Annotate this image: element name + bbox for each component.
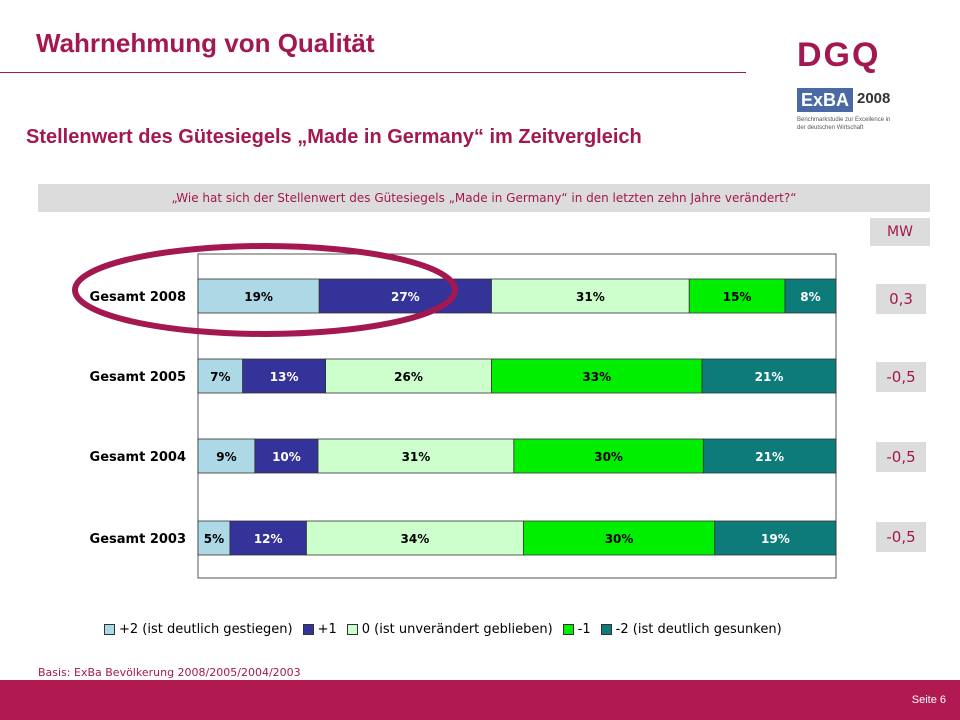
- exba-caption: Benchmarkstudie zur Excellence in der de…: [797, 117, 891, 131]
- legend-label: -1: [577, 622, 591, 637]
- bar-segment: [702, 438, 837, 474]
- mw-header: MW: [870, 218, 930, 246]
- chart-legend: +2 (ist deutlich gestiegen) +1 0 (ist unve…: [104, 622, 782, 637]
- data-label: 21%: [755, 450, 784, 464]
- page-number: Seite 6: [911, 694, 946, 706]
- bar-segment: [491, 358, 703, 394]
- category-label: Gesamt 2003: [90, 532, 186, 547]
- legend-item: 0 (ist unverändert geblieben): [346, 622, 553, 637]
- bar-segment: [522, 520, 716, 556]
- data-label: 26%: [394, 370, 423, 384]
- data-label: 5%: [204, 532, 224, 546]
- bar-segment: [318, 278, 492, 314]
- legend-label: 0 (ist unverändert geblieben): [361, 622, 553, 637]
- legend-item: +1: [302, 622, 337, 637]
- legend-item: -2 (ist deutlich gesunken): [600, 622, 782, 637]
- legend-label: +2 (ist deutlich gestiegen): [119, 622, 293, 637]
- category-label: Gesamt 2004: [90, 450, 186, 465]
- data-label: 21%: [755, 370, 784, 384]
- data-label: 12%: [254, 532, 283, 546]
- basis-note: Basis: ExBa Bevölkerung 2008/2005/2004/2…: [38, 666, 301, 679]
- data-label: 30%: [594, 450, 623, 464]
- stacked-bar-chart: Gesamt 2008 19% 27% 31% 15% 8% Gesamt 2005 7% 13…: [72, 243, 837, 579]
- exba-year: 2008: [857, 90, 891, 107]
- legend-item: -1: [562, 622, 591, 637]
- category-label: Gesamt 2005: [90, 370, 186, 385]
- survey-question: „Wie hat sich der Stellenwert des Gütesi…: [38, 184, 930, 212]
- legend-label: +1: [317, 622, 337, 637]
- mw-value: -0,5: [876, 362, 926, 392]
- chart-subtitle: Stellenwert des Gütesiegels „Made in Ger…: [26, 126, 642, 148]
- data-label: 19%: [761, 532, 790, 546]
- bar-segment: [254, 438, 319, 474]
- data-label: 13%: [270, 370, 299, 384]
- legend-swatch: [104, 624, 115, 635]
- data-label: 19%: [244, 290, 273, 304]
- mw-value: -0,5: [876, 442, 926, 472]
- exba-logo: ExBA 2008 Benchmarkstudie zur Excellence…: [797, 88, 897, 144]
- data-label: 15%: [723, 290, 752, 304]
- bar-segment: [306, 520, 524, 556]
- data-label: 33%: [582, 370, 611, 384]
- bar-segment: [325, 358, 492, 394]
- dgq-logo: DGQ: [797, 36, 881, 74]
- footer-bar: Seite 6: [0, 680, 960, 720]
- legend-swatch: [302, 624, 314, 635]
- data-label: 27%: [391, 290, 420, 304]
- data-label: 10%: [272, 450, 301, 464]
- data-label: 31%: [402, 450, 431, 464]
- data-label: 8%: [800, 290, 820, 304]
- data-label: 34%: [401, 532, 430, 546]
- legend-swatch: [562, 624, 574, 635]
- legend-swatch: [346, 624, 358, 635]
- bar-segment: [701, 358, 837, 394]
- bar-segment: [688, 278, 786, 314]
- bar-segment: [197, 520, 231, 556]
- exba-logo-box: ExBA: [797, 88, 853, 112]
- page-title: Wahrnehmung von Qualität: [36, 28, 375, 58]
- bar-segment: [714, 520, 837, 556]
- data-label: 31%: [576, 290, 605, 304]
- data-label: 30%: [605, 532, 634, 546]
- bar-segment: [784, 278, 837, 314]
- bar-segment: [197, 278, 320, 314]
- bar-segment: [229, 520, 307, 556]
- highlight-ellipse: [72, 243, 458, 337]
- legend-swatch: [600, 624, 612, 635]
- bar-segment: [491, 278, 690, 314]
- bar-segment: [197, 438, 256, 474]
- data-label: 9%: [216, 450, 236, 464]
- mw-value: -0,5: [876, 522, 926, 552]
- bar-segment: [513, 438, 704, 474]
- legend-item: +2 (ist deutlich gestiegen): [104, 622, 293, 637]
- title-divider: [0, 72, 746, 73]
- legend-label: -2 (ist deutlich gesunken): [615, 622, 782, 637]
- data-label: 7%: [210, 370, 230, 384]
- mw-value: 0,3: [876, 284, 926, 314]
- category-label: Gesamt 2008: [90, 290, 186, 305]
